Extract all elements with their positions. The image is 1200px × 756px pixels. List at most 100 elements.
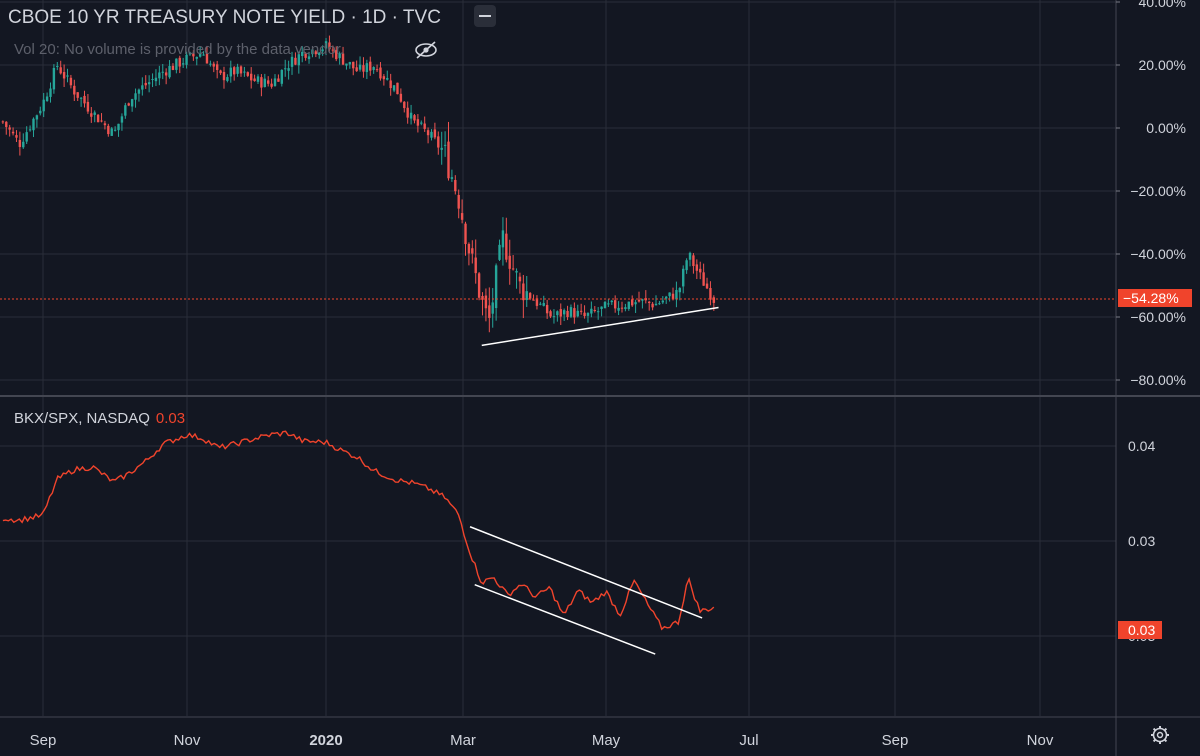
candle[interactable] bbox=[171, 63, 175, 71]
candle[interactable] bbox=[515, 268, 518, 289]
candle[interactable] bbox=[542, 295, 545, 307]
candle[interactable] bbox=[83, 90, 86, 108]
candle[interactable] bbox=[28, 125, 32, 132]
candle[interactable] bbox=[260, 74, 263, 97]
candle[interactable] bbox=[49, 82, 52, 103]
candle[interactable] bbox=[600, 306, 603, 317]
candle[interactable] bbox=[559, 303, 562, 326]
candle[interactable] bbox=[113, 126, 117, 132]
candle[interactable] bbox=[185, 51, 188, 69]
candle[interactable] bbox=[246, 71, 249, 78]
candle[interactable] bbox=[79, 96, 83, 107]
candle[interactable] bbox=[151, 73, 154, 88]
candle[interactable] bbox=[535, 295, 539, 310]
candle[interactable] bbox=[15, 130, 18, 142]
candle[interactable] bbox=[399, 88, 403, 103]
candle[interactable] bbox=[284, 59, 287, 77]
candle[interactable] bbox=[549, 309, 552, 319]
candle[interactable] bbox=[307, 51, 311, 64]
candle[interactable] bbox=[379, 62, 382, 81]
candle[interactable] bbox=[32, 117, 35, 138]
ratio-line-series[interactable] bbox=[2, 430, 715, 631]
candle[interactable] bbox=[8, 124, 11, 137]
candle[interactable] bbox=[433, 122, 437, 140]
candle[interactable] bbox=[539, 301, 542, 306]
candle[interactable] bbox=[86, 94, 90, 114]
candle[interactable] bbox=[634, 299, 637, 313]
candle[interactable] bbox=[301, 45, 304, 63]
candle[interactable] bbox=[392, 85, 396, 93]
candle[interactable] bbox=[488, 287, 491, 333]
gear-icon[interactable] bbox=[1151, 726, 1169, 744]
candle[interactable] bbox=[423, 116, 426, 132]
candle[interactable] bbox=[195, 56, 198, 66]
candle[interactable] bbox=[103, 120, 107, 130]
candle[interactable] bbox=[188, 51, 192, 56]
candle[interactable] bbox=[192, 50, 195, 61]
candle[interactable] bbox=[426, 127, 430, 144]
candle[interactable] bbox=[382, 74, 386, 86]
candle[interactable] bbox=[290, 51, 294, 75]
candle[interactable] bbox=[508, 239, 511, 285]
candle[interactable] bbox=[107, 123, 110, 137]
candle[interactable] bbox=[232, 66, 236, 81]
candle[interactable] bbox=[627, 301, 630, 311]
candle[interactable] bbox=[709, 281, 712, 306]
candle[interactable] bbox=[249, 67, 253, 89]
candle[interactable] bbox=[528, 292, 532, 301]
candle[interactable] bbox=[331, 45, 335, 58]
candle[interactable] bbox=[297, 51, 301, 74]
candle[interactable] bbox=[386, 70, 389, 81]
candle[interactable] bbox=[658, 300, 661, 305]
candle[interactable] bbox=[505, 217, 508, 263]
candle[interactable] bbox=[277, 74, 280, 82]
candle[interactable] bbox=[311, 48, 314, 58]
candle[interactable] bbox=[573, 302, 576, 324]
candle[interactable] bbox=[355, 60, 358, 72]
candle[interactable] bbox=[620, 301, 624, 313]
candle[interactable] bbox=[586, 312, 590, 323]
candle[interactable] bbox=[45, 92, 49, 102]
candle[interactable] bbox=[168, 60, 171, 79]
candle[interactable] bbox=[682, 265, 685, 294]
candle[interactable] bbox=[318, 51, 321, 59]
eye-crossed-icon[interactable] bbox=[415, 41, 437, 59]
candle[interactable] bbox=[100, 113, 103, 123]
candle[interactable] bbox=[144, 75, 147, 89]
candle[interactable] bbox=[205, 45, 209, 64]
candle[interactable] bbox=[464, 221, 467, 256]
candle[interactable] bbox=[18, 131, 22, 156]
candle[interactable] bbox=[552, 309, 556, 324]
candle[interactable] bbox=[675, 281, 678, 308]
candle[interactable] bbox=[518, 272, 522, 294]
candle[interactable] bbox=[525, 275, 528, 307]
candle[interactable] bbox=[685, 258, 688, 274]
candle[interactable] bbox=[90, 107, 93, 123]
candle[interactable] bbox=[335, 46, 338, 62]
candle[interactable] bbox=[324, 38, 328, 56]
candle[interactable] bbox=[52, 64, 56, 94]
candle[interactable] bbox=[607, 299, 610, 307]
candle[interactable] bbox=[396, 82, 399, 95]
candle[interactable] bbox=[671, 287, 675, 301]
candle[interactable] bbox=[545, 299, 549, 319]
candle[interactable] bbox=[11, 127, 15, 136]
candle-series[interactable] bbox=[0, 35, 1116, 333]
channel-lower-line[interactable] bbox=[474, 583, 656, 655]
candle[interactable] bbox=[130, 98, 134, 112]
candle[interactable] bbox=[365, 59, 369, 80]
candle[interactable] bbox=[256, 74, 260, 84]
candle[interactable] bbox=[215, 60, 219, 79]
candle[interactable] bbox=[73, 79, 76, 102]
candle[interactable] bbox=[596, 307, 600, 320]
candle[interactable] bbox=[699, 261, 702, 280]
candle[interactable] bbox=[328, 35, 331, 52]
candle[interactable] bbox=[471, 240, 474, 264]
candle[interactable] bbox=[617, 301, 620, 316]
candle[interactable] bbox=[481, 292, 484, 316]
candle[interactable] bbox=[654, 295, 658, 306]
candle[interactable] bbox=[498, 239, 501, 262]
candle[interactable] bbox=[35, 114, 39, 128]
candle[interactable] bbox=[304, 52, 307, 61]
candle[interactable] bbox=[651, 301, 654, 311]
